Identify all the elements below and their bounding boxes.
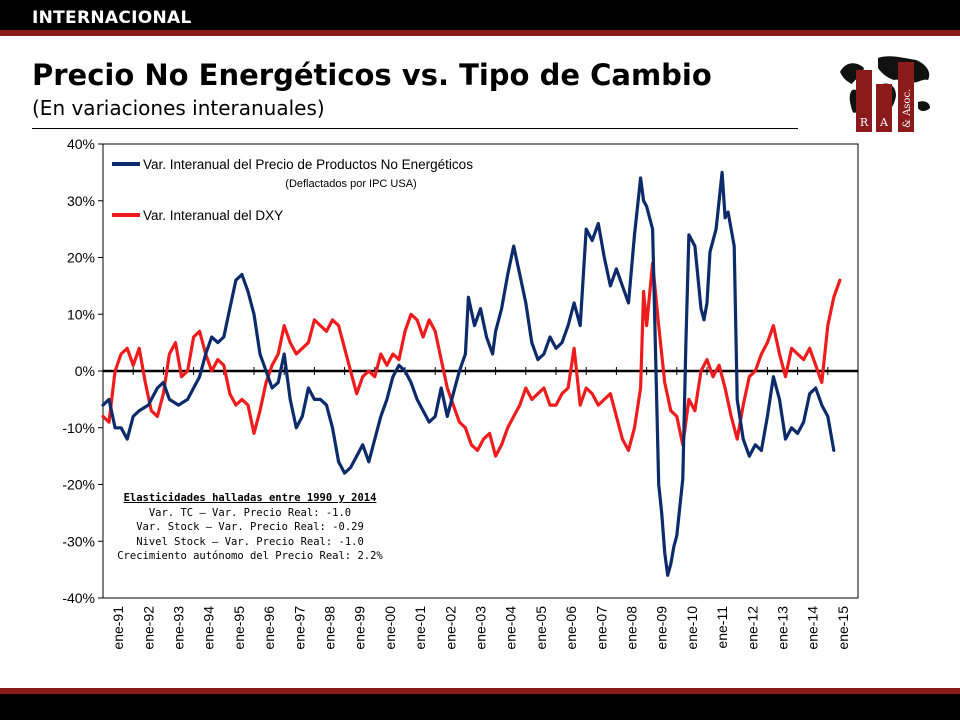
x-tick-label: ene-14: [805, 606, 821, 650]
y-tick-label: 10%: [67, 306, 95, 322]
section-label: INTERNACIONAL: [32, 8, 192, 28]
x-tick-label: ene-13: [775, 606, 791, 650]
x-tick-label: ene-01: [412, 606, 428, 650]
y-tick-label: -40%: [62, 590, 95, 606]
legend-label-blue: Var. Interanual del Precio de Productos …: [143, 157, 473, 172]
title-divider: [32, 128, 798, 129]
x-tick-label: ene-04: [503, 606, 519, 650]
x-tick-label: ene-96: [261, 606, 277, 650]
note-line: Var. Stock – Var. Precio Real: -0.29: [136, 521, 364, 533]
note-heading: Elasticidades halladas entre 1990 y 2014: [123, 492, 377, 504]
y-tick-label: 0%: [75, 363, 95, 379]
legend-label-red: Var. Interanual del DXY: [143, 208, 283, 223]
x-tick-label: ene-98: [322, 606, 338, 650]
x-tick-label: ene-94: [201, 606, 217, 650]
bottom-bar-stripe: [0, 688, 960, 694]
x-tick-label: ene-99: [352, 606, 368, 650]
page-subtitle: (En variaciones interanuales): [32, 96, 325, 120]
logo-bar-r: [856, 70, 872, 132]
logo-bar-asoc: [898, 62, 914, 132]
x-tick-label: ene-05: [533, 606, 549, 650]
y-tick-label: -20%: [62, 477, 95, 493]
legend-note-blue: (Deflactados por IPC USA): [285, 178, 416, 190]
x-tick-label: ene-00: [382, 606, 398, 650]
x-tick-label: ene-11: [714, 606, 730, 649]
x-tick-label: ene-91: [110, 606, 126, 650]
x-tick-label: ene-10: [684, 606, 700, 650]
elasticities-note: Elasticidades halladas entre 1990 y 2014…: [108, 491, 392, 564]
x-tick-label: ene-09: [654, 606, 670, 650]
x-tick-label: ene-95: [231, 606, 247, 650]
note-line: Crecimiento autónomo del Precio Real: 2.…: [117, 550, 383, 562]
x-tick-label: ene-03: [473, 606, 489, 650]
x-tick-label: ene-07: [593, 606, 609, 650]
x-tick-label: ene-12: [744, 606, 760, 650]
x-tick-label: ene-08: [624, 606, 640, 650]
logo-letter-asoc: & Asoc.: [902, 89, 913, 128]
x-tick-label: ene-97: [291, 606, 307, 650]
series-line-dxy: [101, 261, 842, 458]
top-bar: INTERNACIONAL: [0, 0, 960, 36]
y-tick-label: 40%: [67, 136, 95, 152]
bottom-bar: [0, 688, 960, 720]
y-tick-label: -30%: [62, 533, 95, 549]
page-title: Precio No Energéticos vs. Tipo de Cambio: [32, 58, 712, 92]
y-tick-label: 20%: [67, 250, 95, 266]
y-tick-label: -10%: [62, 420, 95, 436]
note-line: Var. TC – Var. Precio Real: -1.0: [148, 506, 352, 519]
series-line-precio-no-energeticos: [101, 170, 836, 577]
note-line: Nivel Stock – Var. Precio Real: -1.0: [136, 535, 364, 548]
logo-bar-a: [876, 84, 892, 132]
company-logo: R A & Asoc.: [840, 56, 930, 132]
x-tick-label: ene-92: [140, 606, 156, 650]
logo-letter-r: R: [860, 116, 869, 129]
x-tick-label: ene-93: [171, 606, 187, 650]
top-bar-stripe: [0, 30, 960, 36]
x-tick-label: ene-15: [835, 606, 851, 650]
x-tick-label: ene-02: [442, 606, 458, 650]
y-tick-label: 30%: [67, 193, 95, 209]
logo-letter-a: A: [879, 116, 889, 129]
x-tick-label: ene-06: [563, 606, 579, 650]
